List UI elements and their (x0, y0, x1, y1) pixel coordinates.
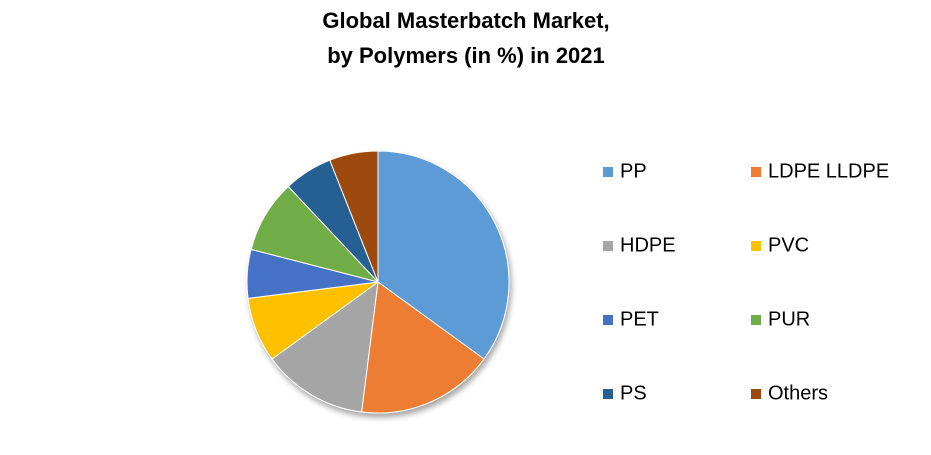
pie-slice (361, 281, 485, 414)
pie-slice (329, 150, 379, 283)
chart-title: Global Masterbatch Market, (322, 8, 609, 33)
legend-swatch (751, 389, 761, 399)
legend-label: HDPE (620, 234, 676, 256)
legend-swatch (603, 315, 613, 325)
legend-swatch (603, 241, 613, 251)
legend-label: PP (620, 160, 647, 182)
legend-label: PVC (768, 234, 809, 256)
legend-swatch (603, 389, 613, 399)
legend-label: PUR (768, 308, 810, 330)
legend-label: PET (620, 308, 659, 330)
pie (246, 150, 510, 414)
legend-swatch (751, 315, 761, 325)
legend-swatch (751, 167, 761, 177)
legend-label: PS (620, 382, 647, 404)
legend-label: LDPE LLDPE (768, 160, 889, 182)
pie-slice (271, 280, 379, 413)
legend-swatch (751, 241, 761, 251)
legend-swatch (603, 167, 613, 177)
pie-slice (377, 150, 510, 360)
legend: PP LDPE LLDPE HDPE PVC PET PUR PS Others (603, 160, 889, 404)
chart-title: by Polymers (in %) in 2021 (327, 43, 605, 68)
legend-label: Others (768, 382, 828, 404)
